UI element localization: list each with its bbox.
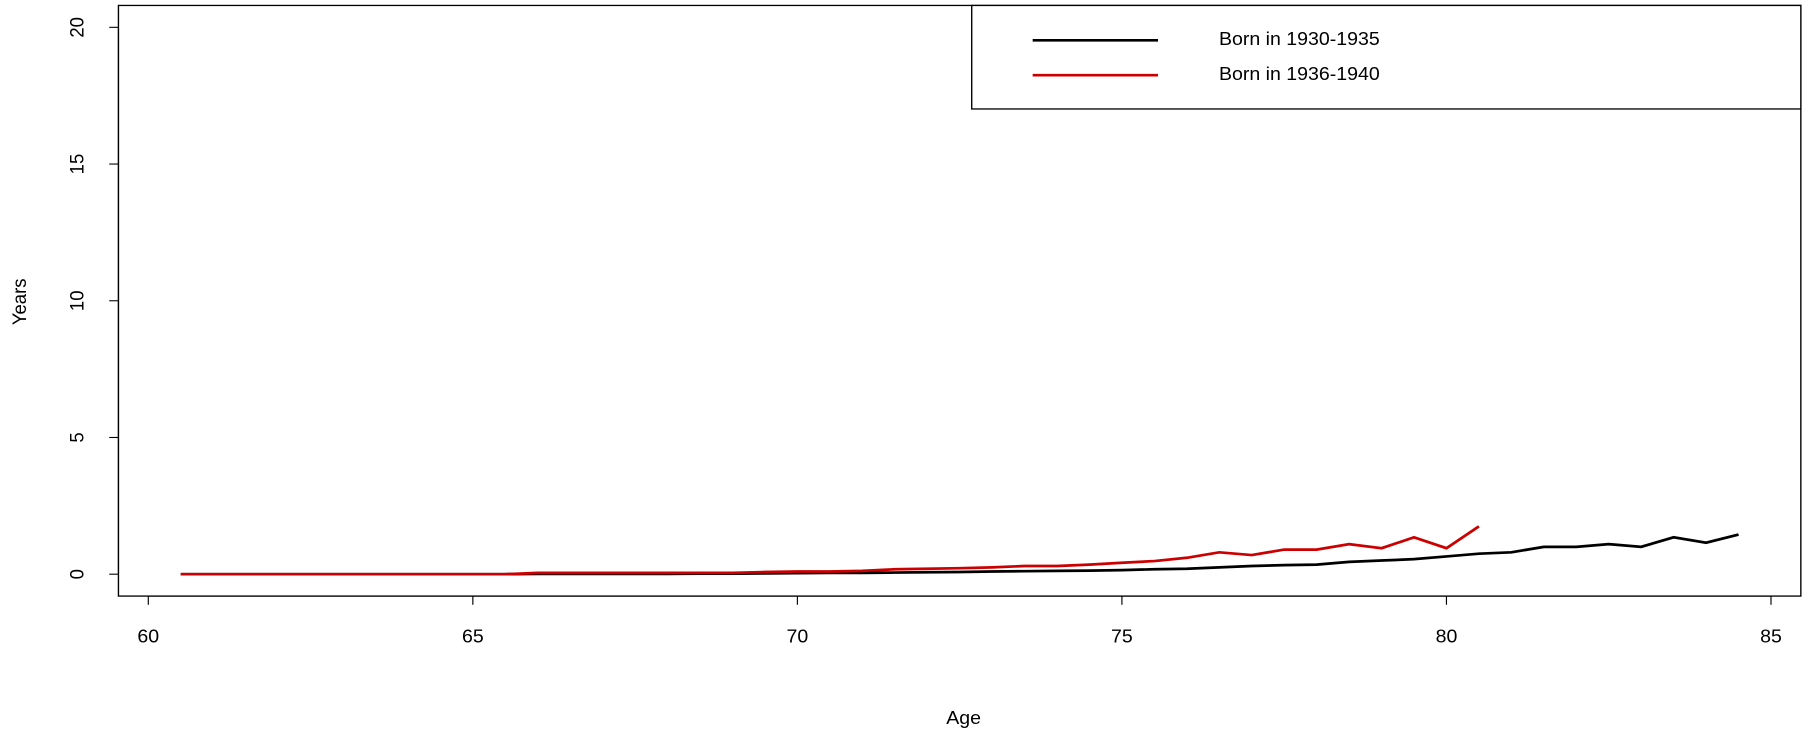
- y-tick-label: 10: [67, 290, 89, 311]
- y-axis-label: Years: [9, 279, 31, 326]
- legend-label: Born in 1930-1935: [1219, 30, 1380, 50]
- y-tick-label: 0: [67, 569, 89, 579]
- x-tick-label: 65: [462, 627, 484, 647]
- x-tick-label: 70: [787, 627, 809, 647]
- x-tick-label: 75: [1111, 627, 1133, 647]
- legend-box: [971, 4, 1802, 110]
- y-tick-label: 15: [67, 154, 89, 175]
- x-tick-label: 60: [137, 627, 159, 647]
- legend-label: Born in 1936-1940: [1219, 65, 1380, 85]
- data-line: [180, 525, 1480, 576]
- y-tick-label: 20: [67, 17, 89, 38]
- y-tick-label: 5: [67, 432, 89, 442]
- x-axis-label: Age: [946, 709, 981, 729]
- x-tick-label: 80: [1436, 627, 1458, 647]
- x-tick-label: 85: [1760, 627, 1782, 647]
